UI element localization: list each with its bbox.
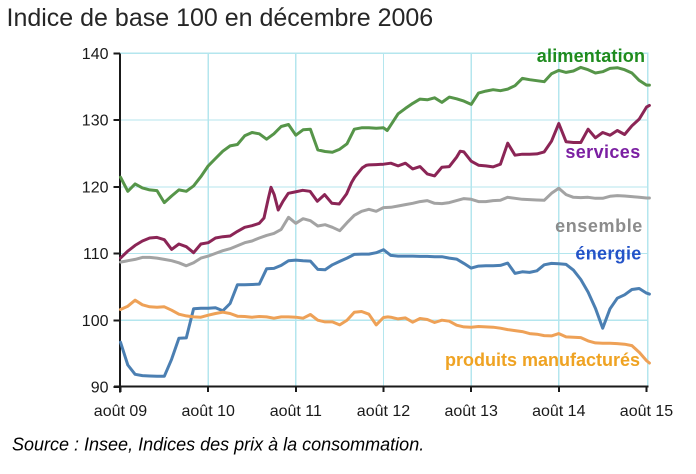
svg-text:août 13: août 13	[445, 403, 498, 420]
svg-text:août 14: août 14	[532, 403, 585, 420]
svg-text:140: 140	[82, 46, 109, 63]
svg-text:Source : Insee, Indices des pr: Source : Insee, Indices des prix à la co…	[12, 435, 424, 455]
svg-text:services: services	[565, 142, 640, 162]
svg-text:90: 90	[91, 380, 109, 397]
svg-text:100: 100	[82, 313, 109, 330]
svg-text:produits manufacturés: produits manufacturés	[445, 350, 640, 370]
svg-text:120: 120	[82, 179, 109, 196]
svg-text:énergie: énergie	[575, 244, 641, 264]
svg-text:130: 130	[82, 113, 109, 130]
svg-text:alimentation: alimentation	[537, 46, 645, 66]
svg-text:110: 110	[83, 246, 109, 263]
svg-text:août 12: août 12	[357, 403, 410, 420]
svg-text:Indice de base 100 en décembre: Indice de base 100 en décembre 2006	[7, 4, 434, 32]
svg-text:août 11: août 11	[270, 403, 322, 420]
svg-text:ensemble: ensemble	[555, 216, 643, 236]
svg-text:août 10: août 10	[182, 403, 235, 420]
svg-text:août 15: août 15	[620, 403, 673, 420]
svg-text:août 09: août 09	[94, 403, 147, 420]
